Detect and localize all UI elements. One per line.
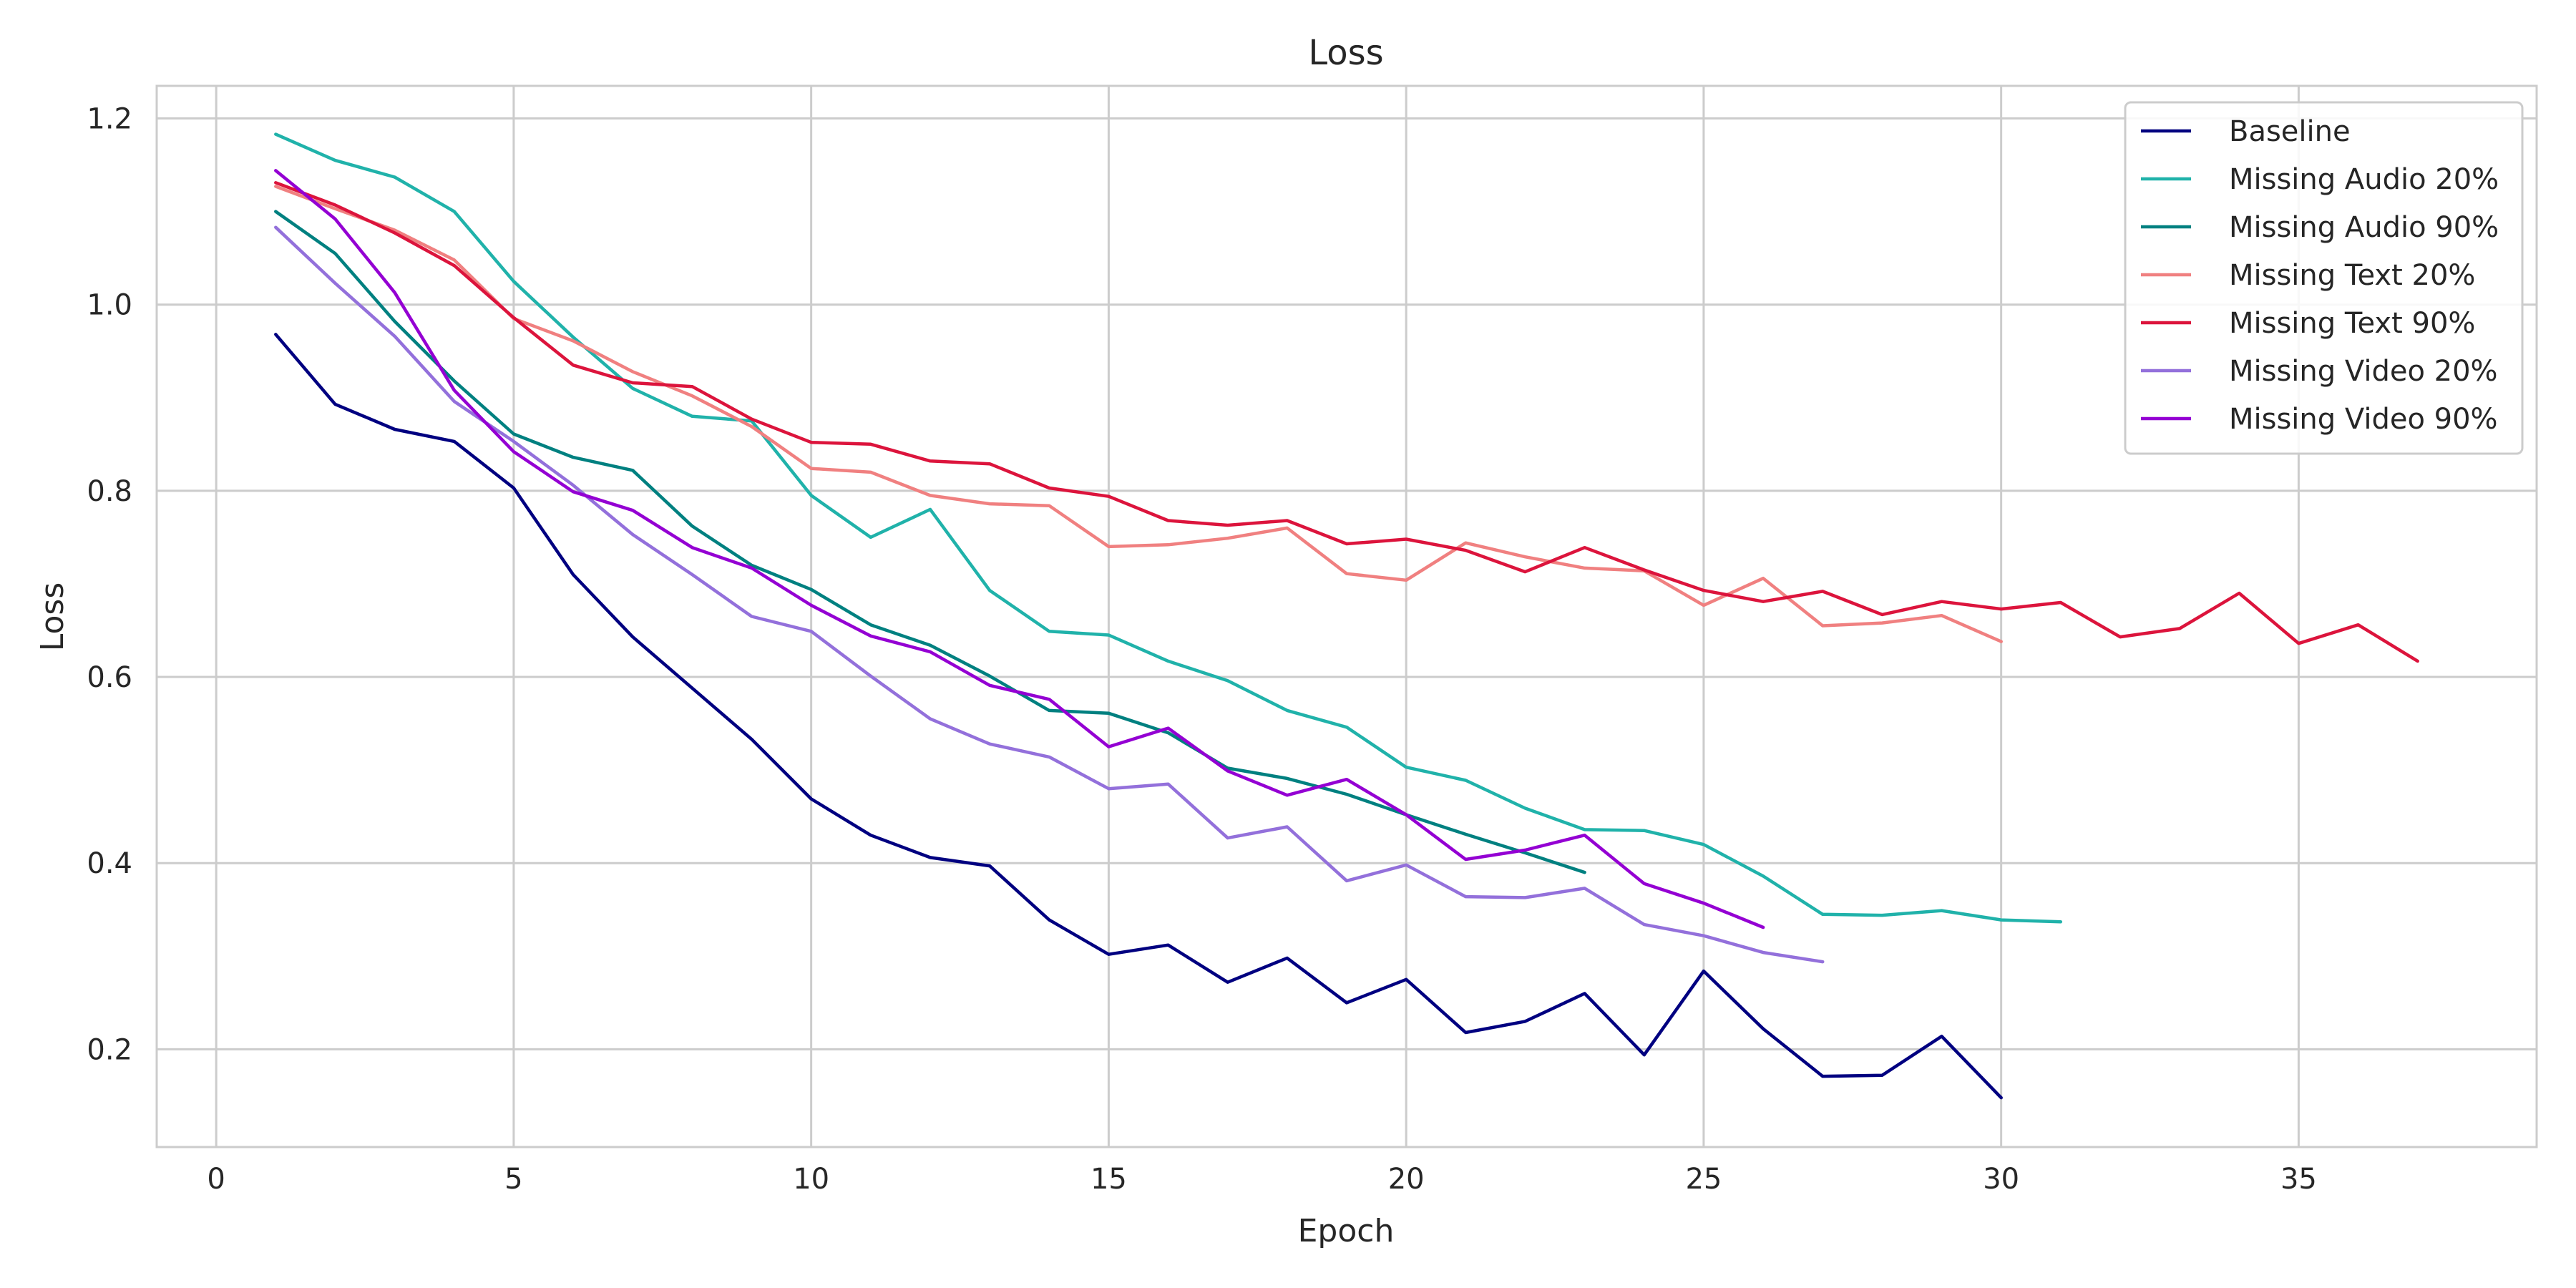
- x-tick-label: 5: [504, 1163, 522, 1196]
- legend-entry-label: Missing Video 20%: [2229, 355, 2498, 388]
- legend-entry-label: Missing Text 90%: [2229, 307, 2475, 340]
- x-tick-labels: 0 5 10 15 20 25 30 35: [207, 1163, 2316, 1196]
- series-line: [274, 210, 1586, 874]
- legend: Baseline Missing Audio 20% Missing Audio 9…: [2124, 101, 2524, 455]
- legend-box: [2124, 101, 2524, 455]
- y-tick-label: 0.6: [87, 661, 132, 694]
- series-line: [274, 185, 2003, 643]
- legend-entry-label: Missing Audio 90%: [2229, 211, 2499, 244]
- series-lines: [274, 132, 2419, 1100]
- x-axis-label: Epoch: [1298, 1213, 1395, 1249]
- series-line: [274, 132, 2063, 924]
- series-line: [274, 225, 1825, 964]
- chart-title: Loss: [1308, 33, 1383, 73]
- series-line: [274, 181, 2419, 663]
- legend-entry-label: Baseline: [2229, 115, 2351, 148]
- x-tick-label: 10: [793, 1163, 829, 1196]
- plot-frame: [155, 84, 2538, 1148]
- y-tick-label: 1.2: [87, 103, 132, 136]
- x-tick-label: 25: [1685, 1163, 1722, 1196]
- x-tick-label: 20: [1388, 1163, 1425, 1196]
- x-tick-label: 30: [1983, 1163, 2019, 1196]
- series-line: [274, 169, 1765, 930]
- x-tick-label: 35: [2280, 1163, 2317, 1196]
- legend-entry-label: Missing Audio 20%: [2229, 163, 2499, 196]
- y-tick-label: 1.0: [87, 289, 132, 322]
- series-line: [274, 333, 2003, 1100]
- x-tick-label: 0: [207, 1163, 225, 1196]
- y-tick-label: 0.4: [87, 847, 132, 880]
- y-tick-label: 0.2: [87, 1033, 132, 1066]
- x-tick-label: 15: [1091, 1163, 1127, 1196]
- y-tick-labels: 0.2 0.4 0.6 0.8 1.0 1.2: [87, 103, 132, 1067]
- y-tick-label: 0.8: [87, 475, 132, 508]
- legend-entry-label: Missing Text 20%: [2229, 259, 2475, 292]
- y-axis-label: Loss: [34, 582, 71, 652]
- legend-entry-label: Missing Video 90%: [2229, 403, 2498, 436]
